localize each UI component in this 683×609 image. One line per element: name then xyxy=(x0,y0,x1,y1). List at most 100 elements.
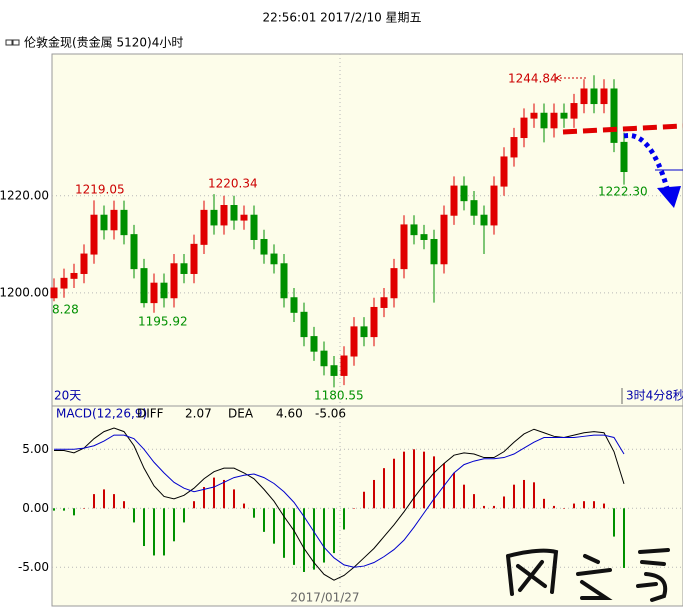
timestamp: 22:56:01 2017/2/10 星期五 xyxy=(262,11,421,25)
macd-bar xyxy=(143,508,145,547)
candle-body xyxy=(570,103,578,119)
candle-body xyxy=(140,268,148,304)
price-annotation: 1195.92 xyxy=(138,315,188,329)
candle-body xyxy=(70,272,78,279)
forecast-arrow xyxy=(623,132,670,189)
macd-line xyxy=(54,434,625,568)
candle-body xyxy=(350,326,358,357)
candle-body xyxy=(540,112,548,129)
macd-bar xyxy=(583,501,585,509)
macd-bar xyxy=(93,494,95,509)
icon-part xyxy=(12,39,20,46)
candle-body xyxy=(220,205,228,226)
menu-icon[interactable] xyxy=(5,39,20,46)
macd-bar xyxy=(323,508,325,563)
symbol-title: 伦敦金现(贵金属 5120)4小时 xyxy=(24,35,183,50)
macd-bar xyxy=(163,508,165,556)
candle-body xyxy=(80,253,88,274)
macd-bar xyxy=(363,491,365,509)
resistance-line xyxy=(562,123,683,135)
candle-body xyxy=(200,209,208,245)
hand-drawn-overlay xyxy=(506,74,683,602)
candle-body xyxy=(320,350,328,367)
macd-bar xyxy=(563,508,565,509)
macd-bar xyxy=(403,451,405,509)
macd-bar xyxy=(333,508,335,554)
legend-name: DIFF xyxy=(137,407,164,421)
y-tick-label: 1200.00 xyxy=(0,285,49,299)
macd-bar xyxy=(213,477,215,509)
price-annotation: 1220.34 xyxy=(208,177,258,191)
candle-body xyxy=(180,263,188,274)
macd-bar xyxy=(233,489,235,509)
candle-body xyxy=(250,214,258,240)
candle-body xyxy=(90,214,98,255)
candle-body xyxy=(230,205,238,221)
candle-body xyxy=(340,355,348,376)
macd-bar xyxy=(203,487,205,509)
candle-body xyxy=(60,277,68,289)
macd-bar xyxy=(493,505,495,509)
macd-bar xyxy=(283,508,285,558)
candle-body xyxy=(300,311,308,338)
macd-title: MACD(12,26,9) xyxy=(56,407,147,421)
macd-bar xyxy=(463,484,465,509)
y-tick-label: 0.00 xyxy=(22,501,49,515)
candle-body xyxy=(280,263,288,299)
legend-value: 4.60 xyxy=(276,407,303,421)
macd-bar xyxy=(53,508,55,511)
candle-body xyxy=(110,209,118,231)
legend-value: 2.07 xyxy=(185,407,212,421)
macd-bar xyxy=(113,494,115,509)
price-annotation: 1244.84 xyxy=(508,72,558,86)
candle-body xyxy=(620,141,628,173)
candle-body xyxy=(290,297,298,313)
arrow-head xyxy=(657,186,681,208)
macd-bar xyxy=(243,503,245,509)
candle-body xyxy=(330,365,338,376)
macd-bar xyxy=(343,508,345,530)
candle-body xyxy=(440,214,448,265)
macd-bar xyxy=(153,508,155,556)
candle-body xyxy=(380,297,388,308)
signature-stroke xyxy=(506,548,559,596)
candle-body xyxy=(610,88,618,143)
macd-bar xyxy=(553,505,555,509)
legend-name: DEA xyxy=(228,407,254,421)
macd-bar xyxy=(523,479,525,509)
candle-body xyxy=(530,112,538,119)
macd-bar xyxy=(593,501,595,509)
high-pointer-head xyxy=(555,74,562,82)
macd-bar xyxy=(133,508,135,523)
candle-body xyxy=(580,88,588,105)
macd-bar xyxy=(273,508,275,544)
candle-body xyxy=(600,88,608,105)
macd-bar xyxy=(223,479,225,509)
macd-bar xyxy=(193,501,195,509)
macd-bar xyxy=(73,508,75,516)
candle-body xyxy=(460,185,468,202)
macd-bar xyxy=(173,508,175,542)
macd-bar xyxy=(433,456,435,509)
candle-body xyxy=(240,214,248,221)
y-tick-label: 5.00 xyxy=(22,442,49,456)
macd-bar xyxy=(83,508,85,509)
candle-body xyxy=(400,224,408,270)
macd-bar xyxy=(63,508,65,511)
candle-body xyxy=(560,112,568,119)
macd-bar xyxy=(503,496,505,509)
price-annotation: 1219.05 xyxy=(75,183,125,197)
candle-body xyxy=(150,282,158,304)
macd-bar xyxy=(623,508,625,568)
macd-bar xyxy=(453,472,455,509)
macd-bar xyxy=(313,508,315,570)
candle-body xyxy=(480,214,488,226)
macd-bar xyxy=(393,458,395,509)
macd-bar xyxy=(353,508,355,509)
candle-body xyxy=(410,224,418,236)
macd-bar xyxy=(543,498,545,509)
candle-body xyxy=(590,88,598,105)
candle-body xyxy=(500,156,508,187)
candle-body xyxy=(370,306,378,338)
